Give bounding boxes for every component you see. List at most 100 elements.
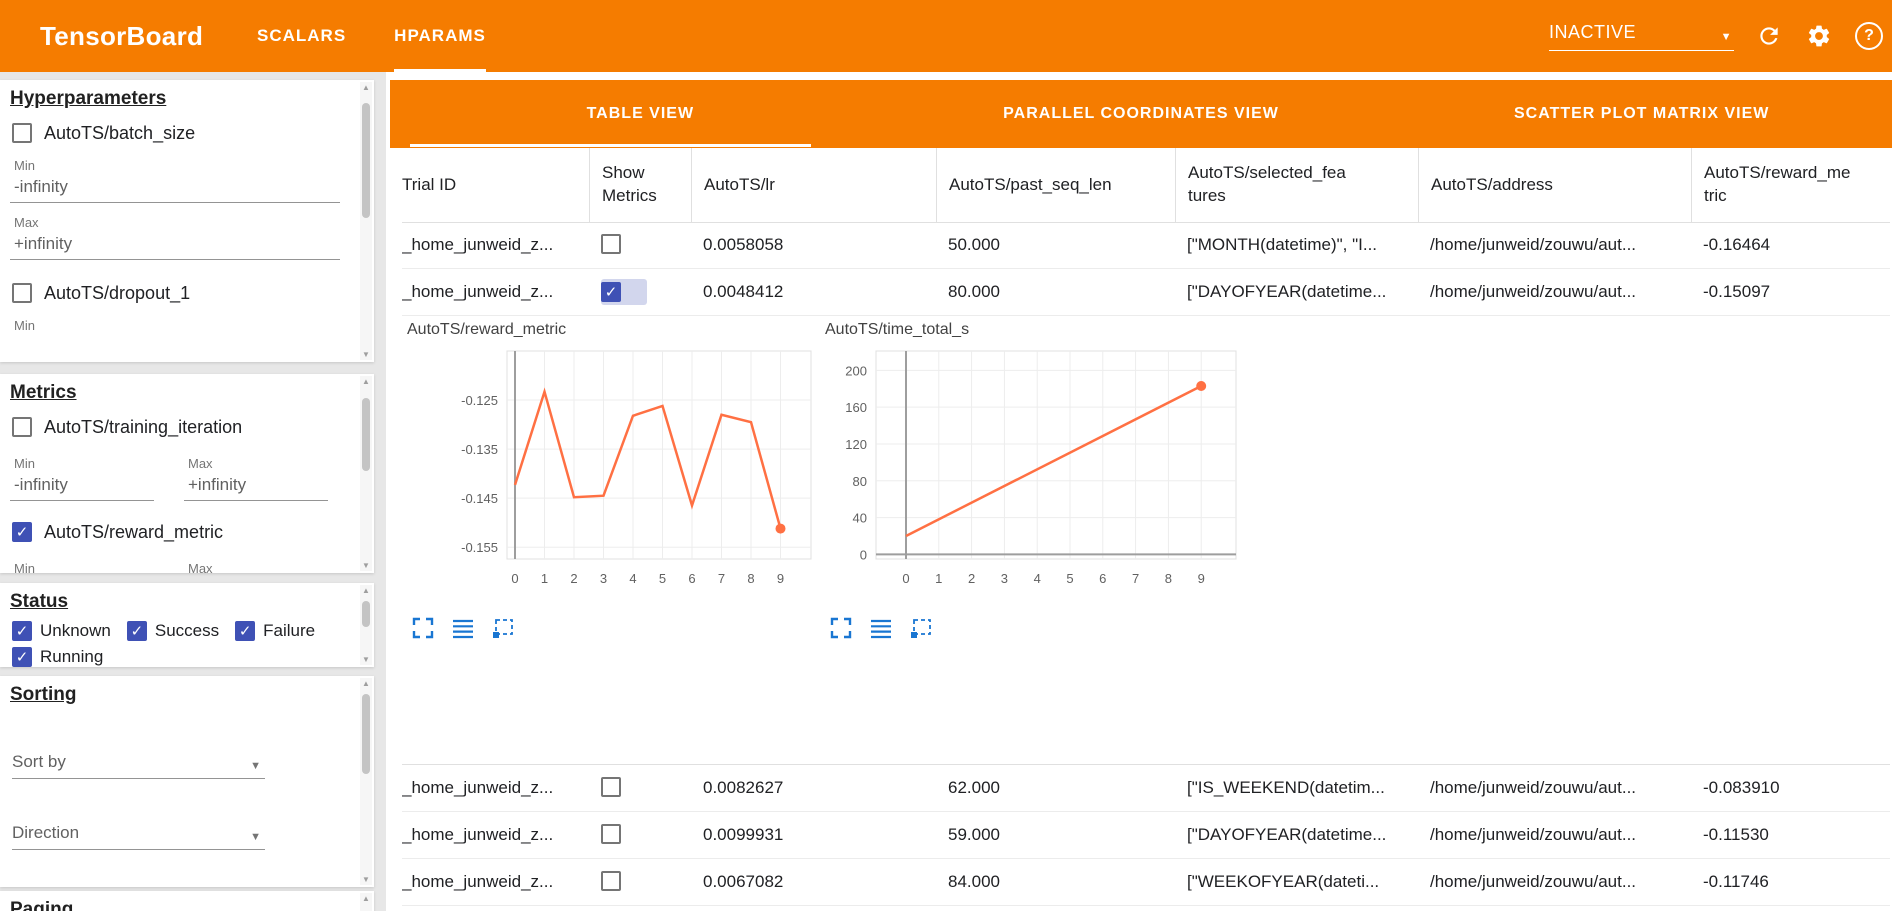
scroll-up-icon[interactable]: ▲ [362,377,370,386]
direction-select[interactable]: Direction ▼ [12,823,265,850]
scroll-up-icon[interactable]: ▲ [362,586,370,595]
app-header: TensorBoard SCALARS HPARAMS INACTIVE ▼ ? [0,0,1892,72]
svg-text:6: 6 [1099,571,1106,586]
cell-reward-metric: -0.083910 [1703,778,1780,797]
tab-scalars[interactable]: SCALARS [257,26,347,45]
tab-hparams[interactable]: HPARAMS [370,0,510,72]
cell-past-seq-len: 80.000 [948,282,1000,301]
refresh-icon[interactable] [1754,21,1784,51]
hparam-dropout-row: AutoTS/dropout_1 [12,280,348,306]
paging-panel: Paging ▲ [0,891,374,911]
box-select-icon[interactable] [491,616,515,640]
paging-heading: Paging [10,899,74,911]
svg-text:2: 2 [570,571,577,586]
show-metrics-checkbox[interactable] [601,824,621,844]
scroll-up-icon[interactable]: ▲ [362,679,370,688]
status-option-running: Running [12,647,103,667]
sorting-heading: Sorting [10,684,77,705]
metric-checkbox[interactable] [12,417,32,437]
max-label: Max [14,215,39,230]
status-checkbox[interactable] [235,621,256,641]
col-address: AutoTS/address [1418,148,1691,222]
show-metrics-checkbox[interactable] [601,234,621,254]
hparam-label: AutoTS/batch_size [44,122,196,143]
hyperparameters-heading: Hyperparameters [10,88,167,109]
show-metrics-checkbox[interactable] [601,777,621,797]
cell-selected-features: ["MONTH(datetime)", "I... [1187,235,1378,254]
cell-lr: 0.0099931 [703,825,784,844]
cell-trial-id: _home_junweid_z... [402,235,554,254]
metric-checkbox[interactable] [12,522,32,542]
fullscreen-icon[interactable] [411,616,435,640]
scrollbar: ▲ ▼ [360,82,372,360]
cell-past-seq-len: 59.000 [948,825,1000,844]
cell-past-seq-len: 62.000 [948,778,1000,797]
scrollbar-thumb[interactable] [362,601,370,627]
col-lr: AutoTS/lr [691,148,936,222]
max-input[interactable]: +infinity [184,473,328,501]
status-checkbox[interactable] [12,621,32,641]
chart-title: AutoTS/time_total_s [825,321,970,338]
cell-address: /home/junweid/zouwu/aut... [1430,872,1637,891]
min-input[interactable]: -infinity [10,473,154,501]
scrollbar-thumb[interactable] [362,694,370,774]
tab-parallel-coordinates-view[interactable]: PARALLEL COORDINATES VIEW [1003,105,1279,122]
cell-lr: 0.0082627 [703,778,784,797]
svg-text:3: 3 [1001,571,1008,586]
min-label: Min [14,456,35,471]
svg-text:7: 7 [718,571,725,586]
scrollbar-thumb[interactable] [362,398,370,471]
sort-by-select[interactable]: Sort by ▼ [12,752,265,779]
svg-text:3: 3 [600,571,607,586]
svg-text:80: 80 [853,474,867,489]
min-input[interactable]: -infinity [10,175,340,203]
scroll-up-icon[interactable]: ▲ [362,894,370,903]
tab-scatter-plot-matrix-view[interactable]: SCATTER PLOT MATRIX VIEW [1513,105,1770,122]
run-status-select[interactable]: INACTIVE ▼ [1549,22,1734,51]
scroll-up-icon[interactable]: ▲ [362,83,370,92]
hparam-checkbox[interactable] [12,123,32,143]
col-reward-metric: AutoTS/reward_metric [1691,148,1890,222]
cell-lr: 0.0048412 [703,282,784,301]
chart-toolbar [829,616,1249,640]
fullscreen-icon[interactable] [829,616,853,640]
table-row: _home_junweid_z... 0.0058058 50.000 ["MONTH… [402,222,1890,269]
svg-text:2: 2 [968,571,975,586]
settings-gear-icon[interactable] [1804,21,1834,51]
svg-text:200: 200 [845,363,867,378]
status-option-success: Success [126,621,219,641]
chevron-down-icon: ▼ [250,831,261,843]
sidebar: Hyperparameters AutoTS/batch_size Min -i… [0,72,386,911]
cell-selected-features: ["DAYOFYEAR(datetime... [1187,825,1387,844]
scroll-down-icon[interactable]: ▼ [362,561,370,570]
svg-text:6: 6 [688,571,695,586]
chart-toolbar [411,616,831,640]
show-metrics-checkbox[interactable] [601,871,621,891]
svg-text:-0.125: -0.125 [461,393,498,408]
cell-trial-id: _home_junweid_z... [402,825,554,844]
hparam-checkbox[interactable] [12,283,32,303]
data-table-icon[interactable] [451,616,475,640]
tab-table-view[interactable]: TABLE VIEW [390,80,891,148]
svg-text:0: 0 [860,547,867,562]
col-selected-features: AutoTS/selected_features [1175,148,1418,222]
cell-selected-features: ["DAYOFYEAR(datetime... [1187,282,1387,301]
status-checkbox[interactable] [12,647,32,667]
scroll-down-icon[interactable]: ▼ [362,350,370,359]
hparam-batch-size-row: AutoTS/batch_size [12,120,348,146]
help-icon[interactable]: ? [1854,21,1884,51]
svg-text:9: 9 [1198,571,1205,586]
table-row: _home_junweid_z... 0.0048412 80.000 ["DAYOF… [402,269,1890,316]
show-metrics-checkbox[interactable] [601,282,621,302]
svg-text:5: 5 [659,571,666,586]
svg-text:4: 4 [629,571,636,586]
scrollbar-thumb[interactable] [362,103,370,218]
metric-reward-metric-row: AutoTS/reward_metric [12,519,348,545]
data-table-icon[interactable] [869,616,893,640]
status-checkbox[interactable] [126,621,147,641]
scroll-down-icon[interactable]: ▼ [362,655,370,664]
scroll-down-icon[interactable]: ▼ [362,875,370,884]
time-total-line-chart: 0 1 2 3 4 5 6 7 8 9 0 40 80 120 160 200 [845,350,1237,586]
box-select-icon[interactable] [909,616,933,640]
max-input[interactable]: +infinity [10,232,340,260]
